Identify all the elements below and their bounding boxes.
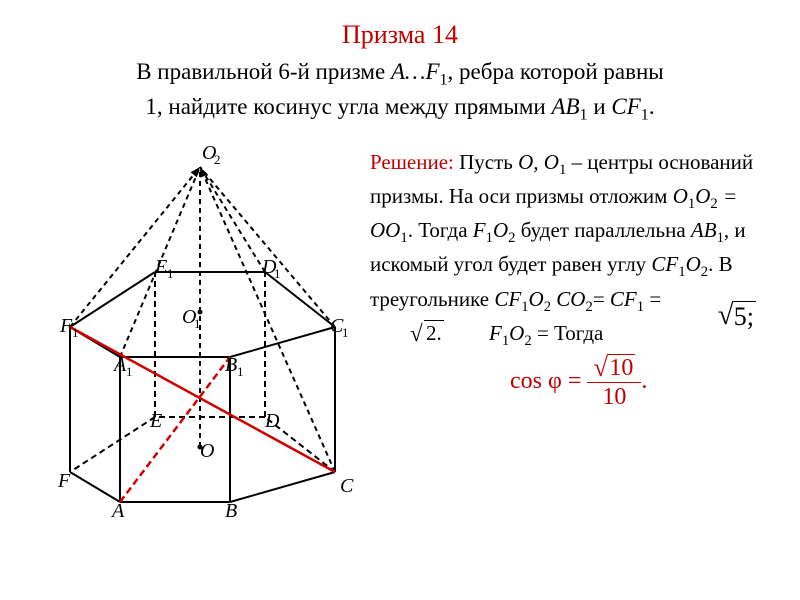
seg: AB [691, 218, 717, 242]
seg: O [493, 218, 508, 242]
solution-label: Решение: [370, 150, 454, 174]
seg: 1 [637, 299, 644, 315]
line-wrap: 2. F1O2 = Тогда [370, 318, 760, 352]
figure-column: O2E1D1F1O1C1A1B1EDOFABC [40, 137, 360, 527]
sqrt5-overhang: 5; [718, 297, 756, 336]
seg: O [509, 321, 524, 345]
line-ab1-sub: 1 [580, 107, 588, 124]
svg-text:B: B [225, 354, 237, 376]
problem-text: и [588, 94, 612, 119]
eq: 1 [400, 230, 407, 246]
eq: = [644, 287, 661, 311]
t: будет параллельна [515, 218, 690, 242]
prism-figure: O2E1D1F1O1C1A1B1EDOFABC [40, 137, 360, 527]
problem-text: В правильной 6-й призме [136, 59, 391, 84]
svg-text:1: 1 [167, 266, 174, 281]
ans-end: . [641, 368, 647, 394]
solution-column: Решение: Пусть O, O1 – центры оснований … [370, 137, 760, 527]
svg-text:1: 1 [194, 316, 201, 331]
seg: 2 [585, 299, 592, 315]
seg: CF [651, 252, 678, 276]
seg: 1 [486, 230, 493, 246]
seg: O [686, 252, 701, 276]
fraction: 10 10 [587, 356, 641, 409]
problem-text: 1, найдите косинус угла между прямыми [145, 94, 551, 119]
svg-text:A: A [112, 354, 127, 376]
o-o1: O, O [518, 150, 559, 174]
content-row: O2E1D1F1O1C1A1B1EDOFABC Решение: Пусть O… [40, 137, 760, 527]
seg: 1 [717, 230, 724, 246]
eq: O [695, 184, 710, 208]
problem-text: . [649, 94, 655, 119]
svg-text:A: A [110, 500, 125, 522]
svg-text:1: 1 [72, 325, 79, 340]
svg-text:E: E [149, 410, 162, 432]
tri: O [529, 287, 544, 311]
page-title: Призма 14 [40, 20, 760, 50]
seg: F [489, 321, 502, 345]
svg-text:1: 1 [126, 364, 133, 379]
t: Пусть [454, 150, 518, 174]
seg: CF [610, 287, 637, 311]
answer-formula: cos φ = 10 10 . [510, 356, 760, 409]
svg-text:1: 1 [342, 325, 349, 340]
ans-den: 10 [587, 383, 641, 409]
tri: CF [494, 287, 521, 311]
problem-statement: В правильной 6-й призме A…F1, ребра кото… [40, 56, 760, 127]
eq: O [673, 184, 688, 208]
ans-num: 10 [607, 354, 635, 381]
svg-text:O: O [200, 440, 214, 462]
line-cf1: CF [611, 94, 640, 119]
tri: 2 [544, 299, 551, 315]
svg-text:2: 2 [214, 152, 221, 167]
svg-text:C: C [340, 475, 354, 497]
t: . Тогда [408, 218, 473, 242]
svg-text:D: D [264, 410, 280, 432]
problem-text: , ребра которой равны [448, 59, 664, 84]
prism-sub: 1 [440, 72, 448, 89]
line-ab1: AB [551, 94, 579, 119]
svg-text:F: F [57, 470, 71, 492]
sqrt2: 2. [410, 318, 444, 350]
eq: = [532, 321, 549, 345]
svg-text:F: F [59, 315, 73, 337]
seg: 2 [524, 333, 531, 349]
svg-text:1: 1 [237, 364, 244, 379]
tri: 1 [521, 299, 528, 315]
seg: CO [556, 287, 585, 311]
svg-text:E: E [154, 256, 167, 278]
line-cf1-sub: 1 [641, 107, 649, 124]
eq: 2 [710, 196, 717, 212]
seg: 1 [678, 265, 685, 281]
cos-phi: cos φ = [510, 368, 581, 394]
svg-text:1: 1 [274, 266, 281, 281]
prism-name: A…F [391, 59, 440, 84]
svg-text:B: B [225, 500, 237, 522]
seg: F [473, 218, 486, 242]
eq: = [593, 287, 610, 311]
then: Тогда [549, 321, 604, 345]
